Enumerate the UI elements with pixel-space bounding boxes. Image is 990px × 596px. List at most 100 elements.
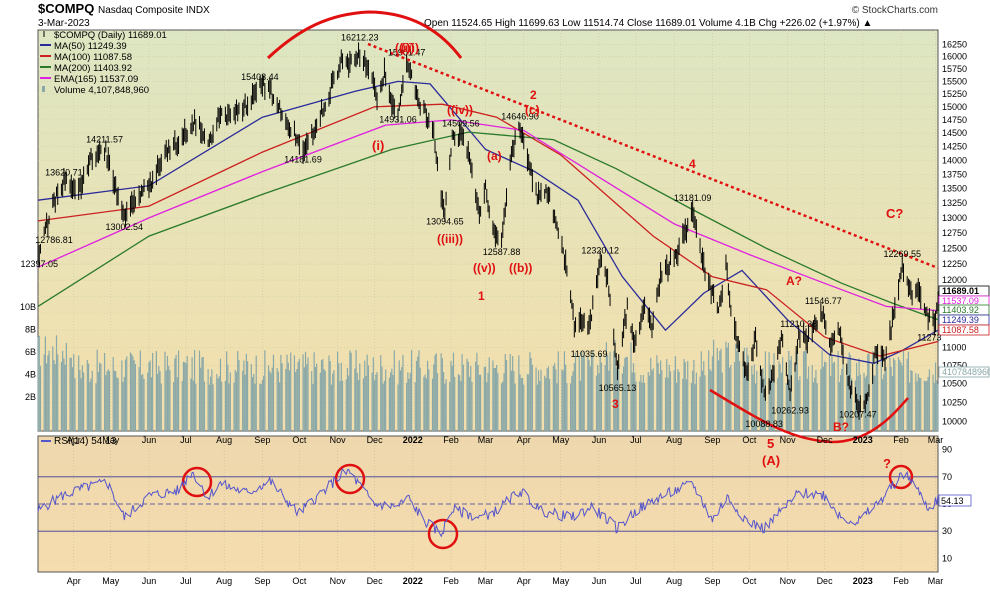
price-point-label: 13620.71 bbox=[45, 168, 83, 178]
volume-bar bbox=[821, 350, 823, 431]
volume-bar bbox=[419, 367, 421, 431]
volume-bar bbox=[497, 373, 499, 431]
y-tick-label: 12000 bbox=[942, 275, 967, 285]
price-point-label: 14931.06 bbox=[379, 114, 417, 124]
volume-bar bbox=[874, 375, 876, 431]
volume-bar bbox=[587, 356, 589, 431]
volume-bar bbox=[281, 363, 283, 431]
volume-bar bbox=[260, 384, 262, 431]
volume-bar bbox=[402, 354, 404, 431]
volume-bar bbox=[477, 365, 479, 431]
index-name: Nasdaq Composite INDX bbox=[98, 5, 210, 16]
volume-bar bbox=[107, 369, 109, 431]
volume-bar bbox=[148, 362, 150, 431]
volume-bar bbox=[711, 356, 713, 431]
volume-bar bbox=[885, 366, 887, 431]
volume-bar bbox=[804, 350, 806, 431]
volume-bar bbox=[909, 382, 911, 431]
volume-bar bbox=[280, 354, 282, 431]
volume-bar bbox=[650, 357, 652, 431]
volume-bar bbox=[822, 366, 824, 431]
x-tick-label: Mar bbox=[928, 435, 944, 445]
volume-bar bbox=[552, 365, 554, 431]
volume-bar bbox=[142, 373, 144, 431]
y-tick-label: 11000 bbox=[942, 343, 966, 353]
volume-bar bbox=[286, 354, 288, 431]
volume-bar bbox=[211, 369, 213, 431]
volume-bar bbox=[605, 342, 607, 431]
volume-bar bbox=[512, 356, 514, 431]
volume-bar bbox=[778, 361, 780, 431]
volume-bar bbox=[733, 361, 736, 431]
chart-date: 3-Mar-2023 bbox=[38, 18, 90, 29]
volume-bar bbox=[201, 357, 203, 431]
volume-bar bbox=[875, 357, 877, 431]
x-tick-label: Dec bbox=[367, 435, 384, 445]
volume-bar bbox=[556, 383, 558, 431]
volume-bar bbox=[307, 357, 309, 431]
volume-bar bbox=[357, 380, 360, 431]
volume-bar bbox=[925, 381, 927, 431]
volume-bar bbox=[588, 360, 590, 431]
ma-line bbox=[37, 131, 939, 321]
volume-bar bbox=[322, 359, 324, 431]
volume-bar bbox=[729, 367, 731, 431]
volume-bar bbox=[685, 379, 688, 431]
volume-bar bbox=[786, 381, 789, 431]
volume-bar bbox=[397, 384, 399, 431]
volume-bar bbox=[350, 352, 352, 431]
volume-bar bbox=[606, 354, 609, 431]
x-tick-label: Feb bbox=[443, 435, 459, 445]
volume-bar bbox=[152, 352, 154, 431]
volume-bar bbox=[57, 354, 59, 431]
wave-label: 2 bbox=[530, 88, 537, 102]
volume-bar bbox=[881, 379, 884, 431]
volume-bar bbox=[168, 365, 170, 431]
volume-bar bbox=[313, 352, 315, 431]
volume-bar bbox=[668, 364, 670, 431]
rsi-value-label: 54.13 bbox=[941, 496, 964, 506]
volume-bar bbox=[513, 371, 515, 431]
volume-bar bbox=[642, 375, 644, 431]
volume-bar bbox=[693, 359, 695, 431]
x-tick-label: Oct bbox=[292, 576, 307, 586]
volume-bar bbox=[401, 367, 403, 431]
volume-bar bbox=[341, 380, 344, 431]
volume-bar bbox=[851, 378, 853, 431]
volume-bar bbox=[806, 378, 808, 431]
volume-bar bbox=[520, 377, 522, 431]
volume-bar bbox=[780, 372, 783, 431]
volume-bar bbox=[277, 371, 280, 431]
x-tick-label: Sep bbox=[254, 435, 270, 445]
x-tick-label: Dec bbox=[817, 576, 834, 586]
wave-label: 3 bbox=[612, 397, 619, 411]
volume-bar bbox=[123, 377, 125, 431]
volume-bar bbox=[643, 382, 646, 431]
volume-bar bbox=[202, 356, 204, 431]
volume-bar bbox=[820, 369, 822, 431]
volume-bar bbox=[716, 347, 718, 431]
volume-bar bbox=[795, 351, 797, 431]
volume-bar bbox=[131, 353, 133, 431]
volume-bar bbox=[937, 384, 939, 431]
volume-bar bbox=[484, 366, 487, 431]
volume-bar bbox=[763, 378, 765, 431]
legend-label: MA(50) 11249.39 bbox=[54, 41, 127, 52]
volume-bar bbox=[828, 353, 831, 431]
volume-bar bbox=[639, 381, 641, 431]
volume-bar bbox=[165, 370, 167, 431]
volume-bar bbox=[212, 384, 214, 431]
legend-label: $COMPQ (Daily) 11689.01 bbox=[54, 30, 167, 41]
volume-bar bbox=[454, 376, 456, 431]
volume-bar bbox=[314, 367, 316, 431]
volume-bar bbox=[79, 369, 81, 431]
wave-label: ((i)) bbox=[395, 41, 414, 55]
y-tick-label: 14000 bbox=[942, 155, 967, 165]
volume-bar bbox=[814, 377, 816, 431]
wave-label: C? bbox=[886, 206, 903, 221]
volume-bar bbox=[570, 383, 572, 431]
wave-label: 4 bbox=[689, 157, 696, 171]
resistance-trendline bbox=[367, 42, 939, 270]
volume-bar bbox=[435, 353, 437, 431]
volume-bar bbox=[81, 365, 83, 431]
